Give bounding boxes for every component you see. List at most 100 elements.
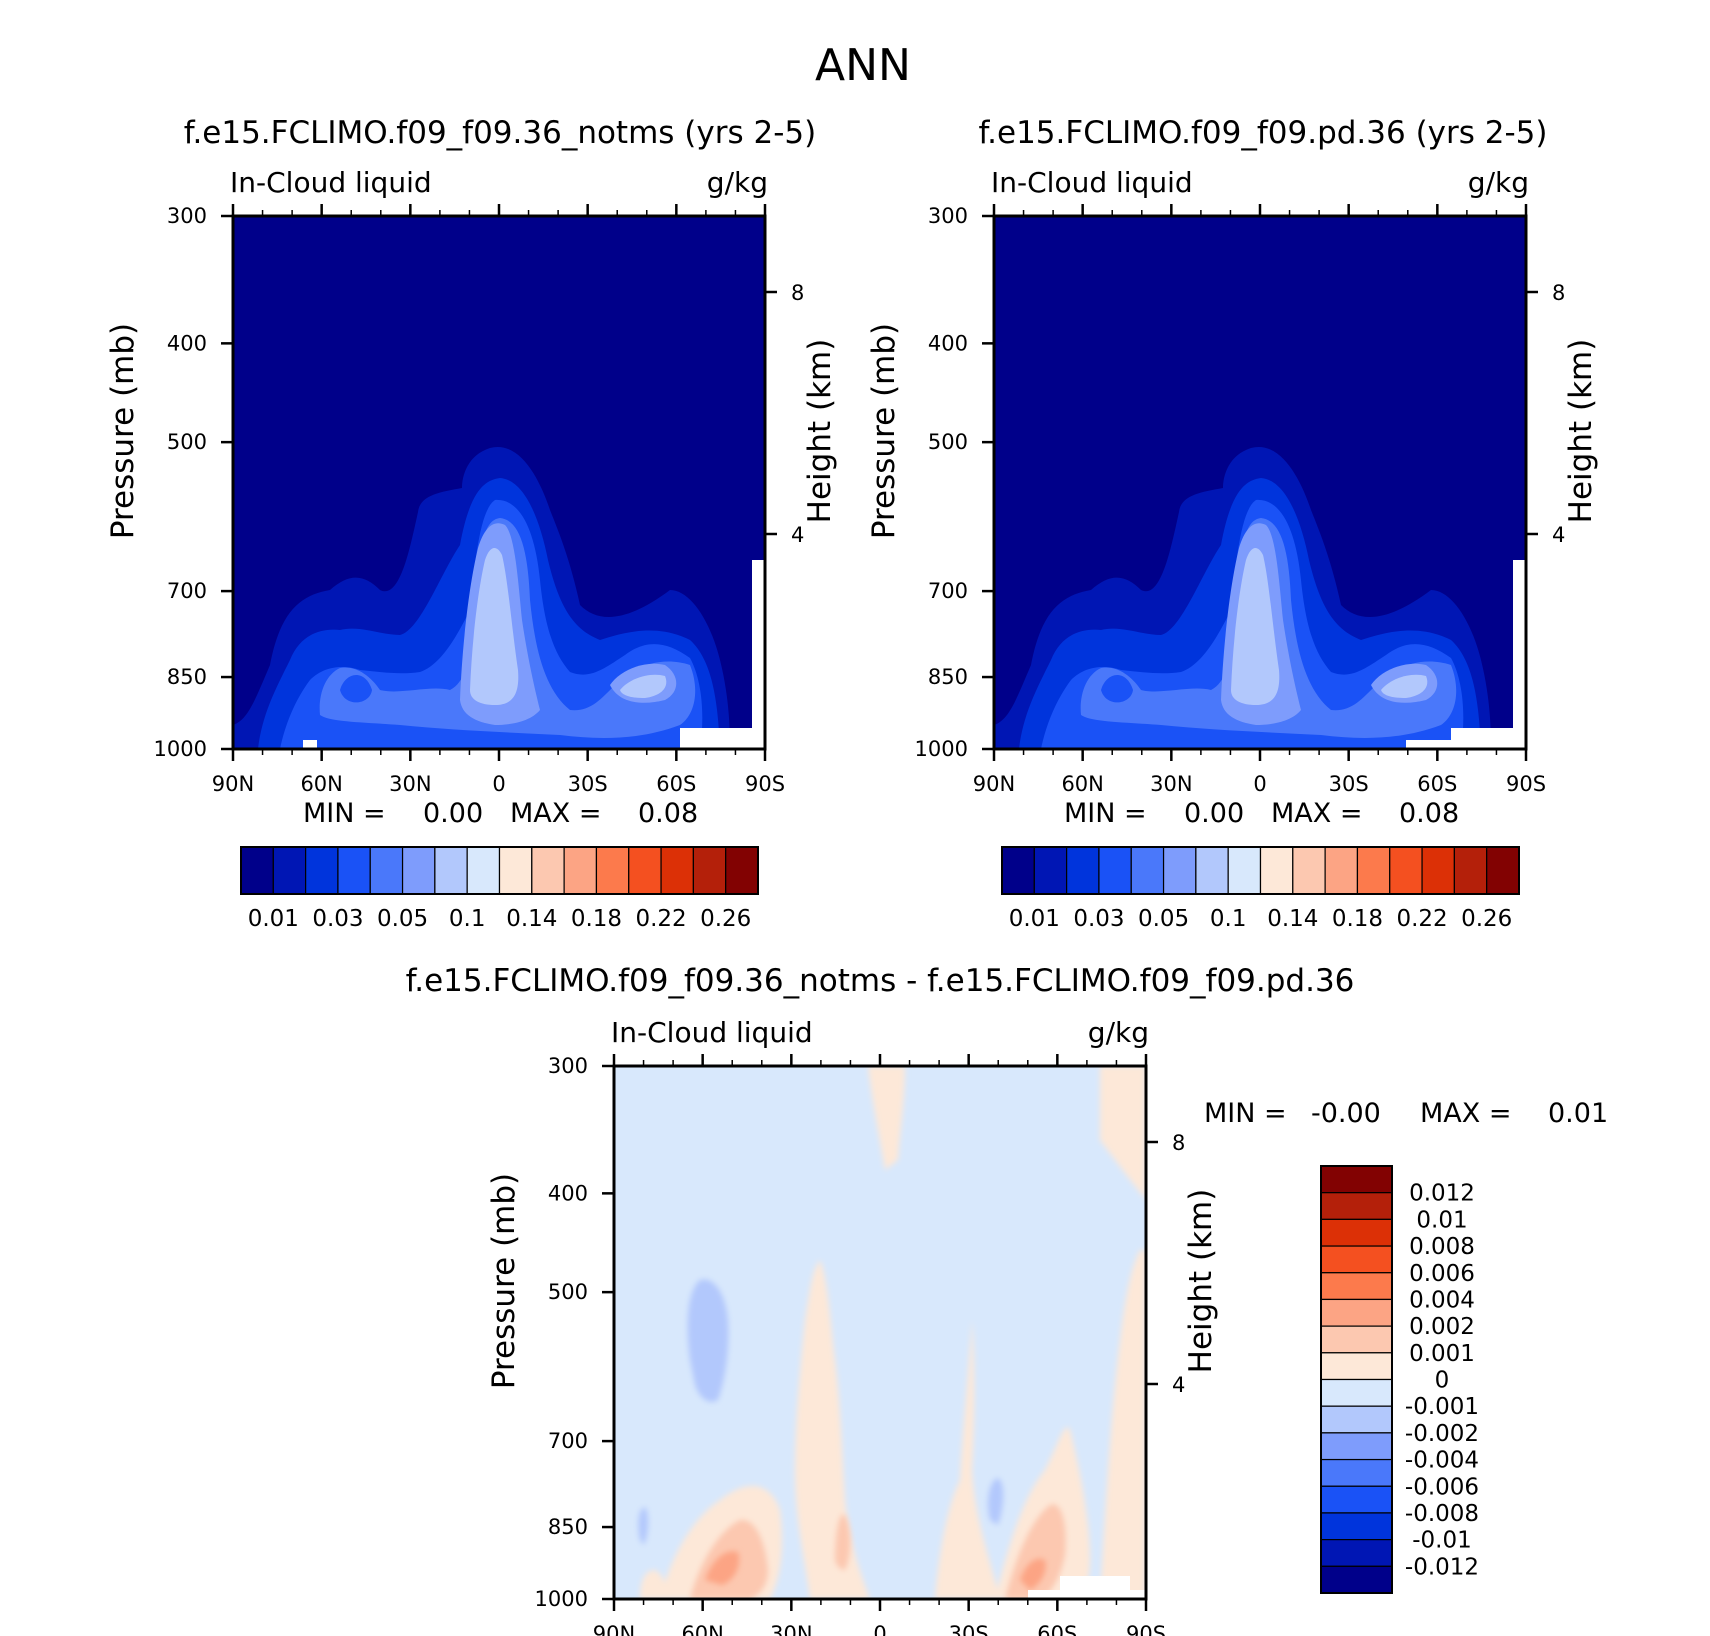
y-tick-label: 700 bbox=[548, 1429, 588, 1453]
colorbar-label: 0.03 bbox=[1073, 906, 1124, 932]
colorbar-swatch bbox=[1320, 1298, 1393, 1327]
x-tick-label: 90N bbox=[593, 1622, 635, 1636]
y-right-axis-label: Height (km) bbox=[1183, 1189, 1219, 1374]
field-label: In-Cloud liquid bbox=[230, 166, 432, 199]
colorbar-swatch bbox=[531, 846, 565, 895]
minmax-panel-3: MIN = -0.00 MAX = 0.01 bbox=[1204, 1098, 1608, 1129]
colorbar-label: 0.1 bbox=[1210, 906, 1247, 932]
colorbar-label: 0.1 bbox=[449, 906, 486, 932]
missing-data bbox=[680, 728, 765, 749]
colorbar-swatch bbox=[1486, 846, 1520, 895]
minmax-panel-2: MIN = 0.00 MAX = 0.08 bbox=[1064, 798, 1459, 829]
missing-data bbox=[303, 740, 317, 749]
colorbar-swatch bbox=[498, 846, 533, 895]
y-axis-label: Pressure (mb) bbox=[105, 323, 141, 539]
colorbar-swatch bbox=[369, 846, 404, 895]
colorbar-label: -0.01 bbox=[1412, 1528, 1472, 1554]
y-tick-label: 1000 bbox=[535, 1587, 588, 1611]
colorbar-swatch bbox=[1324, 846, 1359, 895]
colorbar-swatch bbox=[466, 846, 501, 895]
colorbar-label: 0.01 bbox=[248, 906, 299, 932]
x-tick-label: 60S bbox=[656, 772, 696, 796]
y-tick-label: 850 bbox=[548, 1515, 588, 1539]
colorbar-swatch bbox=[1320, 1245, 1393, 1274]
colorbar-swatch bbox=[1320, 1485, 1393, 1514]
colorbar-label: 0.01 bbox=[1416, 1207, 1467, 1233]
colorbar-label: 0.22 bbox=[1396, 906, 1447, 932]
colorbar-label: 0.004 bbox=[1409, 1287, 1475, 1313]
figure-title: ANN bbox=[815, 40, 911, 91]
colorbar-panel-2: 0.01 0.03 0.05 0.1 0.14 0.18 0.22 0.26 bbox=[1001, 846, 1520, 932]
colorbar-swatch bbox=[240, 846, 274, 895]
min-value: -0.00 bbox=[1311, 1098, 1381, 1129]
colorbar-label: -0.004 bbox=[1405, 1448, 1479, 1474]
colorbar-swatch bbox=[1033, 846, 1068, 895]
missing-data bbox=[1028, 1590, 1146, 1599]
max-value: 0.08 bbox=[638, 798, 698, 829]
colorbar-label: -0.006 bbox=[1405, 1474, 1479, 1500]
contour-field bbox=[233, 216, 765, 749]
x-tick-label: 30S bbox=[568, 772, 608, 796]
x-tick-label: 30S bbox=[949, 1622, 989, 1636]
colorbar-swatch bbox=[1320, 1512, 1393, 1541]
y-tick-label: 500 bbox=[548, 1280, 588, 1304]
x-tick-label: 90S bbox=[1126, 1622, 1166, 1636]
x-tick-label: 30N bbox=[1150, 772, 1192, 796]
min-value: 0.00 bbox=[423, 798, 483, 829]
colorbar-label: 0.18 bbox=[571, 906, 622, 932]
colorbar-swatch bbox=[1356, 846, 1391, 895]
colorbar-difference: 0.0120.010.0080.0060.0040.0020.0010-0.00… bbox=[1320, 1165, 1479, 1594]
colorbar-swatch bbox=[1320, 1272, 1393, 1301]
x-tick-label: 60N bbox=[1061, 772, 1103, 796]
x-tick-label: 90S bbox=[745, 772, 785, 796]
missing-data bbox=[1513, 560, 1526, 749]
colorbar-label: 0.002 bbox=[1409, 1314, 1475, 1340]
colorbar-label: -0.012 bbox=[1405, 1554, 1479, 1580]
axes: 90N 60N 30N 0 30S 60S 90S 300 400 500 700 850 1000 8 4… bbox=[866, 204, 1599, 796]
panel-title: f.e15.FCLIMO.f09_f09.36_notms - f.e15.FC… bbox=[406, 963, 1355, 999]
y-tick-label: 700 bbox=[928, 579, 968, 603]
y-axis-label: Pressure (mb) bbox=[866, 323, 902, 539]
colorbar-swatch bbox=[1320, 1458, 1393, 1487]
y-tick-label: 300 bbox=[928, 204, 968, 228]
y-tick-label: 500 bbox=[928, 430, 968, 454]
colorbar-label: 0.05 bbox=[377, 906, 428, 932]
x-tick-label: 90N bbox=[212, 772, 254, 796]
colorbar-swatch bbox=[692, 846, 727, 895]
colorbar-label: -0.002 bbox=[1405, 1421, 1479, 1447]
colorbar-frame bbox=[240, 846, 759, 895]
colorbar-label: 0.006 bbox=[1409, 1261, 1475, 1287]
x-tick-label: 0 bbox=[492, 772, 505, 796]
x-tick-label: 30S bbox=[1329, 772, 1369, 796]
panel-3: f.e15.FCLIMO.f09_f09.36_notms - f.e15.FC… bbox=[406, 963, 1355, 1636]
x-tick-label: 90S bbox=[1506, 772, 1546, 796]
colorbar-label: -0.008 bbox=[1405, 1501, 1479, 1527]
max-label: MAX = bbox=[1420, 1098, 1511, 1129]
missing-data bbox=[1406, 740, 1451, 749]
max-value: 0.01 bbox=[1548, 1098, 1608, 1129]
axes: 90N 60N 30N 0 30S 60S 90S 300 400 500 700 850 1000 8 4… bbox=[105, 204, 838, 796]
axes: 90N 60N 30N 0 30S 60S 90S 300 400 500 700 850 1000 8 4… bbox=[486, 1054, 1219, 1636]
colorbar-label: 0.18 bbox=[1332, 906, 1383, 932]
colorbar-swatch bbox=[1292, 846, 1326, 895]
y-tick-label: 850 bbox=[928, 665, 968, 689]
x-tick-label: 60N bbox=[681, 1622, 723, 1636]
y-tick-label: 1000 bbox=[915, 737, 968, 761]
field-label: In-Cloud liquid bbox=[991, 166, 1193, 199]
colorbar-label: 0.26 bbox=[1461, 906, 1512, 932]
x-tick-label: 60S bbox=[1417, 772, 1457, 796]
y-tick-label: 400 bbox=[928, 331, 968, 355]
min-label: MIN = bbox=[1064, 798, 1147, 829]
colorbar-swatch bbox=[1130, 846, 1165, 895]
colorbar-label: 0.05 bbox=[1138, 906, 1189, 932]
colorbar-swatch bbox=[1320, 1539, 1393, 1567]
colorbar-label: 0.012 bbox=[1409, 1181, 1475, 1207]
y-right-tick-label: 4 bbox=[1172, 1373, 1185, 1397]
colorbar-swatch bbox=[563, 846, 598, 895]
min-label: MIN = bbox=[1204, 1098, 1287, 1129]
max-label: MAX = bbox=[1271, 798, 1362, 829]
y-right-tick-label: 8 bbox=[791, 281, 804, 305]
y-tick-label: 1000 bbox=[154, 737, 207, 761]
level-negative bbox=[638, 1279, 1004, 1545]
